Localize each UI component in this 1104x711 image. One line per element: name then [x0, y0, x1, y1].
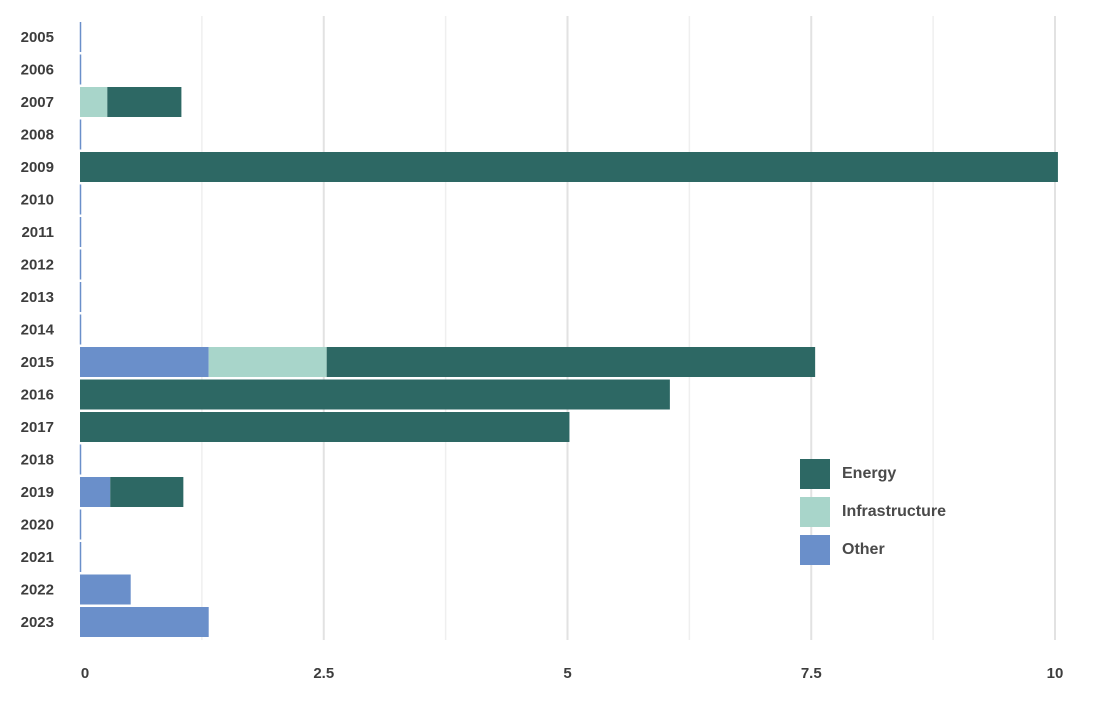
legend-swatch-infrastructure: [800, 497, 830, 527]
x-label-5: 5: [563, 665, 571, 682]
bar-energy-2019[interactable]: [110, 477, 184, 507]
bar-infrastructure-2015[interactable]: [208, 347, 327, 377]
y-axis-labels: 2005 2006 2007 2008 2009 2010 2011 2012 2013 2014…: [21, 29, 55, 631]
x-label-10: 10: [1047, 665, 1064, 682]
y-label-2018: 2018: [21, 452, 54, 469]
bars: [79, 22, 1058, 637]
legend-swatch-other: [800, 535, 830, 565]
legend: Energy Infrastructure Other: [800, 459, 946, 573]
legend-label-other: Other: [842, 541, 885, 558]
legend-swatch-energy: [800, 459, 830, 489]
bar-other-2022[interactable]: [80, 574, 131, 605]
legend-item-other[interactable]: Other: [800, 535, 946, 565]
y-label-2023: 2023: [21, 614, 54, 631]
x-label-7-5: 7.5: [801, 665, 822, 682]
y-label-2005: 2005: [21, 29, 54, 46]
y-label-2012: 2012: [21, 257, 54, 274]
bar-energy-2009[interactable]: [80, 152, 1058, 182]
bar-other-2023[interactable]: [80, 607, 209, 637]
bar-energy-2017[interactable]: [80, 412, 570, 442]
y-label-2007: 2007: [21, 94, 54, 111]
y-label-2006: 2006: [21, 62, 54, 79]
y-label-2013: 2013: [21, 289, 54, 306]
legend-label-infrastructure: Infrastructure: [842, 503, 947, 520]
legend-item-energy[interactable]: Energy: [800, 459, 946, 489]
y-label-2020: 2020: [21, 517, 54, 534]
y-label-2015: 2015: [21, 354, 54, 371]
bar-energy-2015[interactable]: [326, 347, 816, 377]
y-label-2014: 2014: [21, 322, 55, 339]
y-label-2019: 2019: [21, 484, 54, 501]
y-label-2022: 2022: [21, 582, 54, 599]
y-label-2017: 2017: [21, 419, 54, 436]
y-label-2021: 2021: [21, 549, 54, 566]
bar-other-2019[interactable]: [80, 477, 111, 507]
x-label-0: 0: [81, 665, 89, 682]
legend-label-energy: Energy: [842, 465, 897, 482]
y-label-2016: 2016: [21, 387, 54, 404]
x-axis-labels: 0 2.5 5 7.5 10: [81, 665, 1064, 682]
y-label-2008: 2008: [21, 127, 54, 144]
bar-energy-2007[interactable]: [107, 87, 182, 117]
y-label-2011: 2011: [21, 224, 54, 241]
bar-other-2015[interactable]: [80, 347, 209, 377]
x-label-2-5: 2.5: [313, 665, 334, 682]
legend-item-infrastructure[interactable]: Infrastructure: [800, 497, 946, 527]
y-label-2009: 2009: [21, 159, 54, 176]
y-label-2010: 2010: [21, 192, 54, 209]
bar-infrastructure-2007[interactable]: [80, 87, 108, 117]
bar-energy-2016[interactable]: [80, 379, 670, 410]
gridlines: [201, 16, 1056, 640]
